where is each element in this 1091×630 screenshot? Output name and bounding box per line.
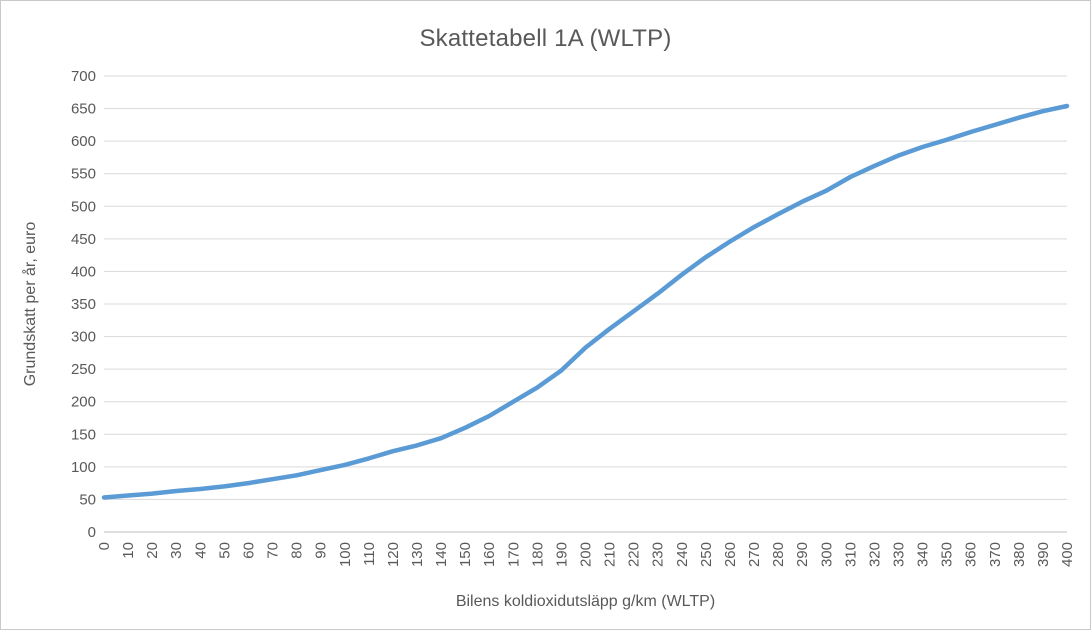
y-tick-label: 300 <box>71 329 96 346</box>
y-tick-label: 500 <box>71 198 96 215</box>
y-tick-label: 250 <box>71 361 96 378</box>
x-tick-label: 200 <box>578 542 595 567</box>
x-tick-label: 20 <box>144 542 161 559</box>
x-tick-label: 170 <box>505 542 522 567</box>
y-tick-label: 700 <box>71 68 96 85</box>
x-tick-label: 10 <box>120 542 137 559</box>
x-tick-label: 220 <box>626 542 643 567</box>
x-tick-label: 300 <box>818 542 835 567</box>
x-tick-label: 140 <box>433 542 450 567</box>
x-tick-label: 310 <box>842 542 859 567</box>
x-tick-label: 210 <box>602 542 619 567</box>
x-tick-label: 80 <box>289 542 306 559</box>
y-tick-label: 650 <box>71 101 96 118</box>
y-tick-label: 150 <box>71 426 96 443</box>
x-tick-label: 30 <box>168 542 185 559</box>
x-tick-label: 120 <box>385 542 402 567</box>
x-tick-label: 130 <box>409 542 426 567</box>
y-tick-label: 400 <box>71 263 96 280</box>
x-tick-label: 110 <box>361 542 378 566</box>
x-tick-label: 330 <box>890 542 907 567</box>
x-tick-label: 380 <box>1011 542 1028 567</box>
x-tick-label: 40 <box>192 542 209 559</box>
tax-curve <box>101 103 1070 500</box>
x-tick-label: 390 <box>1035 542 1052 567</box>
x-tick-label: 320 <box>866 542 883 567</box>
y-tick-label: 450 <box>71 231 96 248</box>
x-tick-label: 280 <box>770 542 787 567</box>
x-tick-label: 340 <box>915 542 932 567</box>
x-tick-label: 350 <box>939 542 956 567</box>
y-tick-label: 600 <box>71 133 96 150</box>
y-axis-title: Grundskatt per år, euro <box>22 221 39 387</box>
x-tick-label: 190 <box>553 542 570 567</box>
x-tick-label: 230 <box>650 542 667 567</box>
x-tick-label: 270 <box>746 542 763 567</box>
y-tick-label: 0 <box>88 524 96 541</box>
x-tick-label: 100 <box>337 542 354 567</box>
y-tick-label: 550 <box>71 166 96 183</box>
chart-title: Skattetabell 1A (WLTP) <box>419 25 672 52</box>
x-tick-label: 90 <box>313 542 330 559</box>
x-tick-label: 370 <box>987 542 1004 567</box>
x-tick-label: 70 <box>265 542 282 559</box>
x-tick-label: 360 <box>963 542 980 567</box>
x-tick-label: 0 <box>96 542 113 550</box>
x-tick-label: 260 <box>722 542 739 567</box>
x-tick-label: 150 <box>457 542 474 567</box>
x-tick-label: 50 <box>216 542 233 559</box>
x-tick-label: 160 <box>481 542 498 567</box>
x-tick-label: 240 <box>674 542 691 567</box>
y-tick-label: 100 <box>71 459 96 476</box>
x-tick-label: 290 <box>794 542 811 567</box>
y-tick-label: 200 <box>71 394 96 411</box>
x-tick-label: 400 <box>1059 542 1076 567</box>
x-axis-title: Bilens koldioxidutsläpp g/km (WLTP) <box>455 593 716 610</box>
y-tick-label: 350 <box>71 296 96 313</box>
y-tick-label: 50 <box>79 491 96 508</box>
x-tick-label: 60 <box>240 542 257 559</box>
x-tick-label: 180 <box>529 542 546 567</box>
x-tick-label: 250 <box>698 542 715 567</box>
